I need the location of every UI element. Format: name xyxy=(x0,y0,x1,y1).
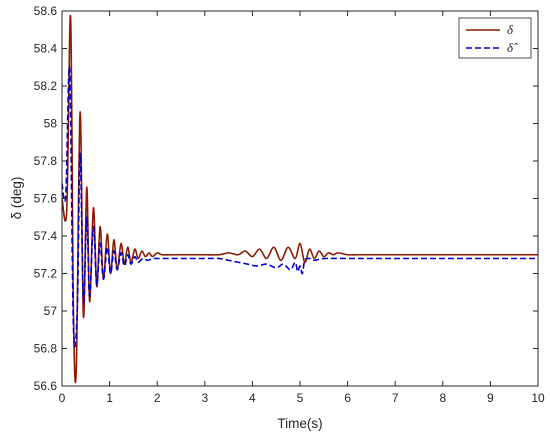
x-axis-title: Time(s) xyxy=(277,416,322,431)
y-tick-label: 57.4 xyxy=(34,229,58,243)
x-tick-label: 2 xyxy=(154,391,161,405)
y-tick-label: 57 xyxy=(44,304,58,318)
y-tick-label: 57.6 xyxy=(34,192,58,206)
x-tick-label: 9 xyxy=(487,391,494,405)
x-tick-label: 3 xyxy=(201,391,208,405)
legend: δ δ̂ xyxy=(458,17,532,59)
y-tick-label: 56.8 xyxy=(34,342,58,356)
y-tick-label: 57.2 xyxy=(34,267,58,281)
x-tick-label: 4 xyxy=(249,391,256,405)
legend-label-delta-hat: δ̂ xyxy=(507,40,518,55)
series-layer xyxy=(62,14,538,384)
y-axis-ticks: 56.6 56.8 57 57.2 57.4 57.6 57.8 58 58.2 58.4 58.6 xyxy=(34,4,538,393)
y-tick-label: 58.4 xyxy=(34,42,58,56)
x-tick-label: 5 xyxy=(297,391,304,405)
legend-label-delta: δ xyxy=(507,22,514,37)
x-axis-ticks: 0 1 2 3 4 5 6 7 8 9 10 xyxy=(59,11,545,405)
series-delta-hat-line xyxy=(62,65,538,348)
plot-area xyxy=(62,11,538,386)
x-tick-label: 0 xyxy=(59,391,66,405)
x-tick-label: 7 xyxy=(392,391,399,405)
x-tick-label: 8 xyxy=(439,391,446,405)
y-tick-label: 58.6 xyxy=(34,4,58,18)
y-tick-label: 58.2 xyxy=(34,79,58,93)
y-tick-label: 57.8 xyxy=(34,154,58,168)
y-tick-label: 58 xyxy=(44,117,58,131)
x-tick-label: 10 xyxy=(531,391,545,405)
y-axis-title: δ (deg) xyxy=(9,177,24,220)
y-tick-label: 56.6 xyxy=(34,379,58,393)
legend-box xyxy=(458,17,532,59)
x-tick-label: 6 xyxy=(344,391,351,405)
x-tick-label: 1 xyxy=(106,391,113,405)
